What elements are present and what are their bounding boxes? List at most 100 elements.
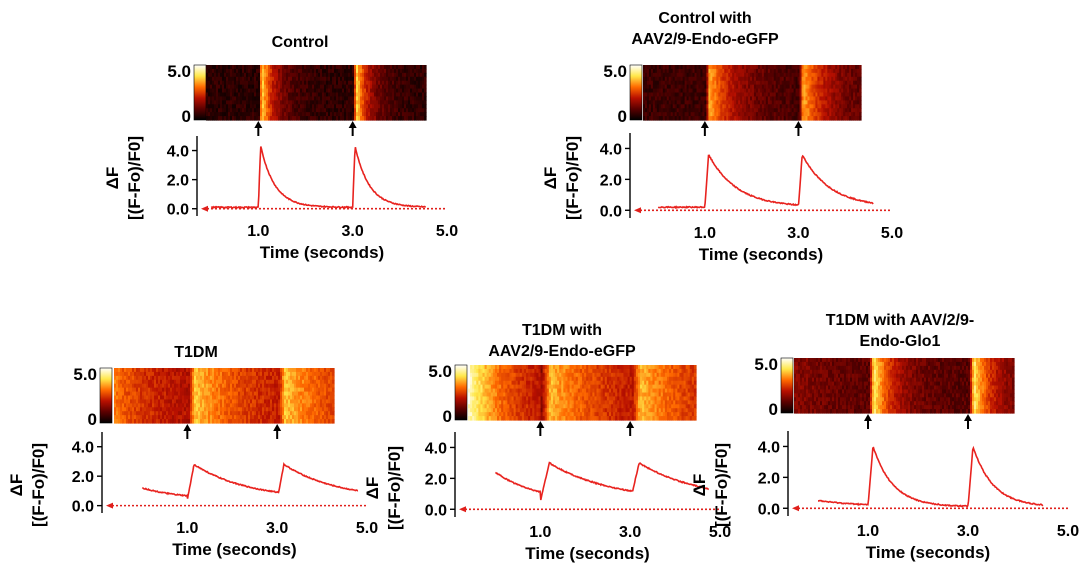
x-axis-label: Time (seconds) [260, 243, 384, 262]
y-axis-label: ΔF[(F-Fo)/F0] [541, 136, 582, 220]
y-axis-label-line1: ΔF [7, 474, 26, 497]
colorbar-max-label: 5.0 [428, 362, 452, 381]
fluorescence-trace [818, 448, 1043, 507]
y-axis-label-line1: ΔF [541, 167, 560, 190]
x-axis-label: Time (seconds) [172, 540, 296, 559]
x-tick-label: 5.0 [1057, 523, 1079, 540]
x-axis-label: Time (seconds) [525, 544, 649, 563]
colorbar-min-label: 0 [182, 107, 191, 126]
y-axis-label-line2: [(F-Fo)/F0] [563, 136, 582, 220]
y-axis-label: ΔF[(F-Fo)/F0] [103, 136, 144, 220]
colorbar-max-label: 5.0 [603, 62, 627, 81]
y-tick-label: 4.0 [425, 440, 447, 457]
colorbar-min-label: 0 [769, 400, 778, 419]
linescan-heatmap [794, 358, 1015, 414]
colorbar-min-label: 0 [88, 410, 97, 429]
y-tick-label: 0.0 [72, 499, 94, 516]
stimulus-arrow [626, 421, 634, 436]
x-axis-label: Time (seconds) [699, 245, 823, 264]
y-tick-label: 2.0 [425, 471, 447, 488]
panel-title-line: Control [200, 32, 400, 53]
x-tick-label: 3.0 [342, 223, 364, 240]
y-tick-label: 2.0 [167, 173, 189, 190]
panel-title-line: Control with [605, 8, 805, 29]
baseline-arrow [634, 207, 641, 213]
x-tick-label: 5.0 [356, 520, 378, 537]
panel-t1dm-glo1: 5.0 0 0.0 2.0 4.0 1.0 3.0 5.0 Time (seconds) ΔF[(… [690, 355, 1079, 562]
fluorescence-trace [495, 463, 708, 500]
fluorescence-trace [658, 155, 873, 207]
linescan-heatmap [206, 65, 427, 121]
x-tick-label: 1.0 [176, 520, 198, 537]
y-tick-label: 0.0 [600, 203, 622, 220]
y-tick-label: 0.0 [167, 202, 189, 219]
y-axis-label-line2: [(F-Fo)/F0] [125, 136, 144, 220]
x-tick-label: 3.0 [787, 225, 809, 242]
panel-title-line: T1DM with [457, 320, 667, 341]
stimulus-arrow [964, 414, 972, 429]
y-axis-label-line1: ΔF [690, 474, 709, 497]
colorbar-max-label: 5.0 [754, 355, 778, 374]
linescan-heatmap [643, 65, 862, 121]
colorbar-min-label: 0 [443, 407, 452, 426]
y-axis-label-line2: [(F-Fo)/F0] [385, 446, 404, 530]
y-tick-label: 2.0 [758, 470, 780, 487]
stimulus-arrow [183, 424, 191, 439]
panel-title-line: T1DM [122, 342, 270, 363]
panel-title-line: AAV2/9-Endo-eGFP [605, 29, 805, 50]
baseline-arrow [792, 505, 799, 511]
linescan-heatmap [468, 365, 697, 421]
colorbar [630, 65, 642, 120]
colorbar-min-label: 0 [618, 107, 627, 126]
y-axis-label-line1: ΔF [103, 167, 122, 190]
y-tick-label: 2.0 [72, 469, 94, 486]
x-tick-label: 1.0 [247, 223, 269, 240]
colorbar [100, 368, 112, 423]
x-tick-label: 1.0 [529, 524, 551, 541]
y-axis-label: ΔF[(F-Fo)/F0] [690, 443, 731, 527]
y-tick-label: 2.0 [600, 172, 622, 189]
colorbar-max-label: 5.0 [167, 62, 191, 81]
x-axis-label: Time (seconds) [866, 543, 990, 562]
stimulus-arrow [794, 121, 802, 136]
x-tick-label: 5.0 [881, 225, 903, 242]
x-tick-label: 5.0 [436, 223, 458, 240]
stimulus-arrow [349, 121, 357, 136]
y-tick-label: 4.0 [167, 144, 189, 161]
y-tick-label: 0.0 [425, 502, 447, 519]
panel-title-line: AAV2/9-Endo-eGFP [457, 341, 667, 362]
baseline-arrow [459, 506, 466, 512]
colorbar [194, 65, 206, 120]
baseline-arrow [106, 503, 113, 509]
y-axis-label-line2: [(F-Fo)/F0] [712, 443, 731, 527]
x-tick-label: 1.0 [694, 225, 716, 242]
stimulus-arrow [273, 424, 281, 439]
y-tick-label: 4.0 [758, 439, 780, 456]
x-tick-label: 1.0 [857, 523, 879, 540]
stimulus-arrow [864, 414, 872, 429]
panel-title: T1DM [122, 342, 270, 363]
baseline-arrow [201, 206, 208, 212]
colorbar [455, 365, 467, 420]
fluorescence-trace [211, 147, 426, 208]
y-axis-label-line2: [(F-Fo)/F0] [29, 443, 48, 527]
y-axis-label: ΔF[(F-Fo)/F0] [7, 443, 48, 527]
stimulus-arrow [701, 121, 709, 136]
panel-title: T1DM with AAV/2/9-Endo-Glo1 [810, 310, 990, 352]
panel-title: Control [200, 32, 400, 53]
panel-title-line: T1DM with AAV/2/9- [810, 310, 990, 331]
colorbar [781, 358, 793, 413]
panel-control: 5.0 0 0.0 2.0 4.0 1.0 3.0 5.0 Time (seconds) ΔF[(… [103, 62, 458, 262]
y-tick-label: 0.0 [758, 501, 780, 518]
x-tick-label: 3.0 [957, 523, 979, 540]
colorbar-max-label: 5.0 [73, 365, 97, 384]
stimulus-arrow [254, 121, 262, 136]
y-axis-label-line1: ΔF [363, 477, 382, 500]
x-tick-label: 3.0 [619, 524, 641, 541]
